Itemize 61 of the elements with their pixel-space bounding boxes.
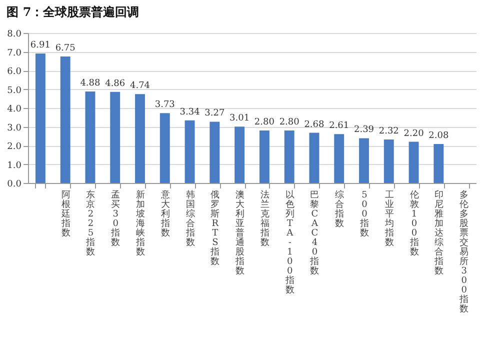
data-label: 3.34	[180, 107, 200, 118]
bar	[135, 94, 145, 183]
y-tick-label: 5.0	[7, 86, 22, 96]
bar	[234, 126, 245, 183]
x-tick-label: 伦敦100指数	[408, 190, 419, 258]
y-tick-label: 7.0	[7, 48, 22, 58]
bar	[384, 140, 394, 183]
category-label: 印尼雅加达综合指数	[434, 190, 444, 276]
bar	[408, 142, 419, 183]
y-tick-label: 6.0	[7, 67, 22, 77]
y-tick-label: 1.0	[7, 160, 22, 171]
data-label: 2.20	[404, 128, 424, 139]
bar	[160, 113, 170, 183]
data-label: 2.61	[329, 121, 350, 132]
bar	[210, 122, 220, 183]
data-label: 4.74	[130, 81, 150, 92]
category-label: 多伦多股票交易所300指数	[460, 190, 469, 314]
data-label: 3.73	[154, 100, 176, 110]
x-tick-label: 东京225指数	[85, 190, 96, 258]
x-tick-label: 意大利指数	[160, 190, 170, 238]
chart-title: 图 7：全球股票普遍回调	[6, 5, 140, 19]
y-tick-label: 2.0	[7, 142, 22, 152]
x-tick-label: 新加坡海峡指数	[135, 190, 145, 258]
data-label: 2.08	[428, 131, 449, 141]
category-label: 澳大利亚普通股指数	[236, 190, 245, 276]
data-label: 2.80	[279, 118, 300, 128]
data-label: 6.91	[30, 40, 50, 50]
bar	[284, 130, 294, 183]
data-label: 2.39	[354, 125, 374, 136]
bar	[309, 132, 320, 183]
data-label: 3.01	[230, 114, 250, 124]
bar	[259, 130, 270, 183]
bar	[60, 56, 70, 183]
bar	[110, 92, 120, 183]
data-label: 6.75	[55, 43, 76, 54]
data-label: 2.32	[378, 126, 399, 136]
y-tick-label: 8.0	[7, 30, 22, 40]
bar	[359, 138, 369, 183]
x-tick-label: 孟买30指数	[110, 190, 120, 248]
data-label: 2.68	[304, 120, 325, 130]
x-tick-label: 综合指数	[334, 190, 344, 229]
bar	[85, 92, 96, 183]
data-label: 4.86	[105, 78, 126, 89]
x-tick-label: 阿根廷指数	[60, 190, 70, 238]
bar	[434, 144, 444, 183]
category-label: 巴黎CAC40指数	[310, 190, 320, 276]
y-tick-label: 0.0	[7, 180, 22, 190]
x-tick-label: 法兰克福指数	[259, 190, 270, 248]
x-tick-label: 500指数	[359, 190, 369, 238]
bar	[184, 120, 195, 183]
x-tick-label: 工业平均指数	[384, 190, 394, 248]
y-tick-label: 4.0	[7, 104, 22, 114]
data-label: 4.88	[80, 78, 101, 88]
data-label: 2.80	[254, 118, 275, 128]
x-tick-label: 韩国综合指数	[184, 190, 195, 248]
data-label: 3.27	[204, 108, 225, 119]
category-label: 以色列TA-100指数	[285, 190, 294, 296]
bar	[334, 134, 344, 183]
y-tick-label: 3.0	[7, 123, 22, 134]
x-tick-label: 俄罗斯RTS指数	[210, 190, 220, 267]
bar	[35, 53, 46, 183]
